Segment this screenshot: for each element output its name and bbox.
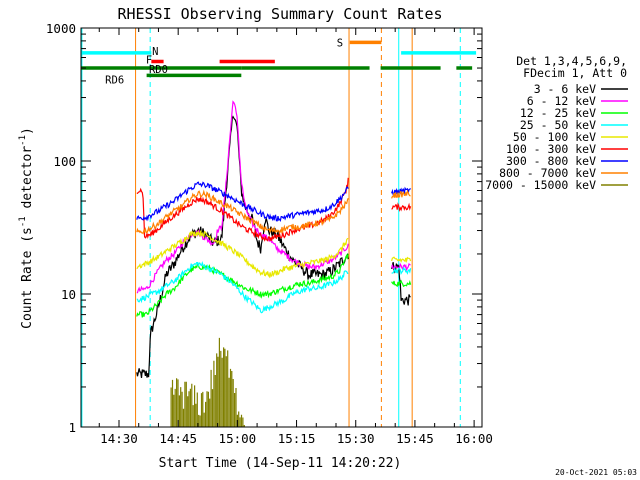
legend-item-7000-15000-kev: 7000 - 15000 keV: [485, 178, 628, 192]
flag-s: S: [337, 37, 382, 49]
series-7000-15000-kev: [170, 337, 245, 427]
legend-label: 800 - 7000 keV: [499, 166, 596, 180]
legend-item-12-25-kev: 12 - 25 keV: [520, 106, 628, 120]
legend-item-3-6-kev: 3 - 6 keV: [534, 82, 628, 96]
legend-item-25-50-kev: 25 - 50 keV: [520, 118, 628, 132]
legend-label: 6 - 12 keV: [527, 94, 596, 108]
legend-item-100-300-kev: 100 - 300 keV: [506, 142, 628, 156]
x-tick-label: 15:15: [278, 431, 316, 446]
x-tick-label: 16:00: [455, 431, 493, 446]
x-tick-label: 15:45: [396, 431, 434, 446]
series-trace: [136, 100, 411, 294]
series-trace: [136, 260, 412, 314]
legend-label: 300 - 800 keV: [506, 154, 596, 168]
series-50-100-kev: [136, 229, 412, 279]
series-lines: [136, 100, 412, 427]
legend-label: 50 - 100 keV: [513, 130, 596, 144]
y-tick-label: 1000: [46, 21, 76, 36]
series-3-6-kev: [136, 115, 411, 378]
legend-item-300-800-kev: 300 - 800 keV: [506, 154, 628, 168]
y-axis-label-sup1: -1: [18, 216, 28, 227]
series-trace: [136, 189, 411, 235]
flag-rd0: RD0: [81, 64, 473, 76]
y-tick-label: 100: [53, 154, 76, 169]
legend-label: 3 - 6 keV: [534, 82, 596, 96]
y-axis-label-main: Count Rate (s: [20, 227, 35, 329]
x-tick-label: 15:30: [337, 431, 375, 446]
flag-label: F: [146, 54, 152, 66]
y-tick-label: 1: [68, 420, 76, 435]
series-trace: [170, 337, 245, 427]
legend-header-1: Det 1,3,4,5,6,9,: [516, 54, 627, 68]
chart-title: RHESSI Observing Summary Count Rates: [117, 5, 442, 23]
series-trace: [136, 115, 411, 378]
series-trace: [136, 177, 412, 242]
plot-frame: [80, 27, 483, 428]
series-trace: [136, 229, 412, 279]
flag-rd6: RD6: [105, 73, 242, 86]
footer-date: 20-Oct-2021 05:03: [555, 468, 637, 477]
series-6-12-kev: [136, 100, 411, 294]
x-tick-label: 14:45: [159, 431, 197, 446]
legend-label: 100 - 300 keV: [506, 142, 596, 156]
series-100-300-kev: [136, 177, 412, 242]
y-axis-label: Count Rate (s-1 detector-1): [18, 127, 35, 329]
flag-label: S: [337, 37, 343, 49]
flag-label: N: [152, 46, 158, 58]
series-800-7000-kev: [136, 189, 411, 235]
legend: Det 1,3,4,5,6,9, FDecim 1, Att 0 3 - 6 k…: [485, 54, 628, 192]
axis-ticks: 14:30 14:45 15:00 15:15 15:30 15:45 16:00 1 10 10…: [46, 21, 493, 446]
legend-item-800-7000-kev: 800 - 7000 keV: [499, 166, 628, 180]
series-12-25-kev: [136, 253, 412, 318]
y-tick-label: 10: [61, 287, 76, 302]
legend-label: 7000 - 15000 keV: [485, 178, 596, 192]
legend-label: 12 - 25 keV: [520, 106, 596, 120]
instrument-flag-lines: [81, 28, 461, 427]
y-axis-label-mid: detector: [20, 146, 35, 217]
flag-label: RD0: [149, 64, 168, 76]
y-axis-label-end: ): [20, 127, 35, 135]
flag-f: F: [146, 54, 275, 66]
legend-item-50-100-kev: 50 - 100 keV: [513, 130, 628, 144]
legend-label: 25 - 50 keV: [520, 118, 596, 132]
x-tick-label: 15:00: [219, 431, 257, 446]
flag-label: RD6: [105, 74, 124, 86]
x-axis-label: Start Time (14-Sep-11 14:20:22): [159, 456, 402, 471]
legend-header-2: FDecim 1, Att 0: [523, 66, 627, 80]
series-25-50-kev: [136, 260, 412, 314]
series-trace: [136, 253, 412, 318]
x-tick-label: 14:30: [100, 431, 138, 446]
legend-item-6-12-kev: 6 - 12 keV: [527, 94, 628, 108]
flag-n: N: [81, 46, 477, 58]
y-axis-label-sup2: -1: [18, 135, 28, 146]
